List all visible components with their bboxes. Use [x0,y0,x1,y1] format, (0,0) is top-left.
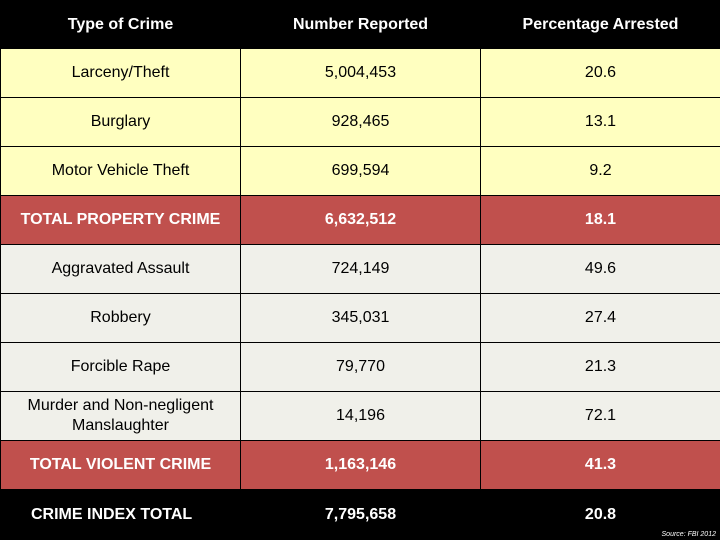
percentage-arrested-cell: 9.2 [480,146,720,196]
percentage-arrested-cell: 18.1 [480,195,720,245]
number-reported-cell: 5,004,453 [240,48,481,98]
crime-type-cell: Larceny/Theft [0,48,241,98]
crime-type-cell: Motor Vehicle Theft [0,146,241,196]
number-reported-cell: 6,632,512 [240,195,481,245]
table-row-aggravated-assault: Aggravated Assault 724,149 49.6 [0,244,720,294]
table-row-forcible-rape: Forcible Rape 79,770 21.3 [0,342,720,392]
header-number-reported: Number Reported [240,0,481,49]
number-reported-cell: 14,196 [240,391,481,441]
table-row-total-property-crime: TOTAL PROPERTY CRIME 6,632,512 18.1 [0,195,720,245]
table-row-robbery: Robbery 345,031 27.4 [0,293,720,343]
crime-type-cell: Robbery [0,293,241,343]
percentage-arrested-cell: 72.1 [480,391,720,441]
number-reported-cell: 699,594 [240,146,481,196]
percentage-arrested-cell: 20.8 [480,489,720,540]
source-note: Source: FBI 2012 [661,531,716,538]
number-reported-cell: 79,770 [240,342,481,392]
number-reported-cell: 724,149 [240,244,481,294]
percentage-arrested-cell: 49.6 [480,244,720,294]
number-reported-cell: 7,795,658 [240,489,481,540]
table-row-total-violent-crime: TOTAL VIOLENT CRIME 1,163,146 41.3 [0,440,720,490]
table-row-crime-index-total: CRIME INDEX TOTAL 7,795,658 20.8 [0,489,720,540]
number-reported-cell: 1,163,146 [240,440,481,490]
percentage-arrested-cell: 27.4 [480,293,720,343]
percentage-arrested-cell: 13.1 [480,97,720,147]
crime-type-cell: Aggravated Assault [0,244,241,294]
percentage-arrested-cell: 21.3 [480,342,720,392]
crime-type-cell: Burglary [0,97,241,147]
number-reported-cell: 345,031 [240,293,481,343]
header-row: Type of Crime Number Reported Percentage… [0,0,720,49]
crime-type-cell: Murder and Non-negligent Manslaughter [0,391,241,441]
percentage-arrested-cell: 41.3 [480,440,720,490]
percentage-arrested-cell: 20.6 [480,48,720,98]
crime-type-cell: TOTAL VIOLENT CRIME [0,440,241,490]
header-type-of-crime: Type of Crime [0,0,241,49]
crime-type-cell: Forcible Rape [0,342,241,392]
table-row-motor-vehicle-theft: Motor Vehicle Theft 699,594 9.2 [0,146,720,196]
number-reported-cell: 928,465 [240,97,481,147]
table-row-burglary: Burglary 928,465 13.1 [0,97,720,147]
table-row-larceny-theft: Larceny/Theft 5,004,453 20.6 [0,48,720,98]
header-percentage-arrested: Percentage Arrested [480,0,720,49]
table-row-murder: Murder and Non-negligent Manslaughter 14… [0,391,720,441]
crime-type-cell: CRIME INDEX TOTAL [0,489,241,540]
crime-type-cell: TOTAL PROPERTY CRIME [0,195,241,245]
